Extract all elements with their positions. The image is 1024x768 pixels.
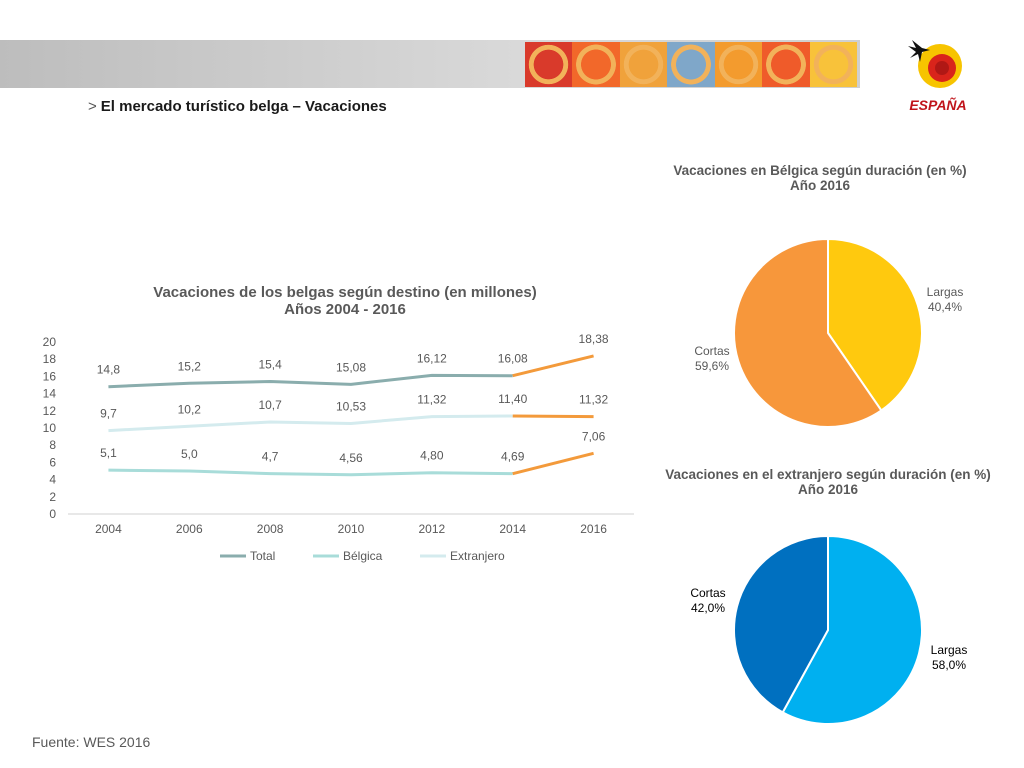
data-label: 15,4 <box>258 358 282 372</box>
data-label: 11,40 <box>498 392 527 406</box>
decorative-tiles <box>525 42 857 87</box>
series-line-extranjero <box>108 414 513 433</box>
series-projection-total <box>512 354 594 378</box>
source-note: Fuente: WES 2016 <box>32 734 151 750</box>
x-tick-label: 2004 <box>95 522 122 536</box>
series-line-total <box>108 373 513 389</box>
y-tick-label: 8 <box>49 438 56 452</box>
data-label: 18,38 <box>579 332 609 346</box>
pie-label-value: 42,0% <box>691 601 725 615</box>
pie-label-name: Cortas <box>690 586 725 600</box>
data-label: 4,56 <box>339 451 363 465</box>
data-label: 5,1 <box>100 446 117 460</box>
series-line-bélgica <box>108 468 513 477</box>
line-chart: 0 2 4 6 8 10 12 14 16 18 20 2004 2006 2008 2010 2012 201… <box>43 332 634 563</box>
title-arrow: > <box>88 98 97 115</box>
page-title-text: El mercado turístico belga – Vacaciones <box>100 98 387 115</box>
y-tick-label: 20 <box>43 335 57 349</box>
pie1-title: Vacaciones en Bélgica según duración (en… <box>673 163 967 178</box>
data-label: 4,69 <box>501 450 525 464</box>
pie-slice-largas <box>827 237 923 412</box>
data-label: 15,2 <box>178 359 202 373</box>
y-tick-label: 0 <box>49 507 56 521</box>
x-tick-label: 2006 <box>176 522 203 536</box>
pie2-title: Vacaciones en el extranjero según duraci… <box>665 467 991 482</box>
y-tick-label: 16 <box>43 369 57 383</box>
pie-label-value: 59,6% <box>695 359 729 373</box>
decorative-tile <box>714 42 763 87</box>
series-projection-extranjero <box>512 414 594 419</box>
line-chart-title: Vacaciones de los belgas según destino (… <box>153 284 537 301</box>
decorative-tile <box>762 42 810 87</box>
y-tick-label: 14 <box>43 387 57 401</box>
data-label: 5,0 <box>181 447 198 461</box>
pie-slice-cortas <box>733 237 883 428</box>
x-tick-label: 2014 <box>499 522 526 536</box>
pie-label-name: Largas <box>931 643 968 657</box>
x-tick-label: 2010 <box>338 522 365 536</box>
pie2-subtitle: Año 2016 <box>797 482 859 497</box>
data-label: 15,08 <box>336 360 366 374</box>
data-label: 11,32 <box>417 393 446 407</box>
line-chart-title-block: Vacaciones de los belgas según destino (… <box>100 284 590 318</box>
data-label: 16,12 <box>417 351 447 365</box>
pie-label-name: Cortas <box>694 344 729 358</box>
pie2-title-block: Vacaciones en el extranjero según duraci… <box>640 467 1016 497</box>
data-label: 14,8 <box>97 363 121 377</box>
pie-label-value: 40,4% <box>928 300 962 314</box>
pie1-subtitle: Año 2016 <box>789 178 851 193</box>
data-label: 7,06 <box>582 429 606 443</box>
legend-label: Bélgica <box>343 549 383 563</box>
data-label: 9,7 <box>100 407 117 421</box>
data-label: 11,32 <box>579 393 608 407</box>
pie-slice-cortas <box>733 534 829 714</box>
decorative-tile <box>525 42 573 87</box>
legend-label: Extranjero <box>450 549 505 563</box>
data-label: 16,08 <box>498 352 528 366</box>
y-tick-label: 12 <box>43 404 57 418</box>
spain-logo: ESPAÑA <box>908 40 967 113</box>
decorative-tile <box>572 42 620 87</box>
decorative-tile <box>667 42 715 87</box>
y-tick-label: 4 <box>49 473 56 487</box>
y-tick-label: 2 <box>49 490 56 504</box>
page-title: > El mercado turístico belga – Vacaciones <box>88 98 387 115</box>
data-label: 4,80 <box>420 449 444 463</box>
pie-label-name: Largas <box>927 285 964 299</box>
y-tick-label: 6 <box>49 455 56 469</box>
data-label: 10,2 <box>178 402 202 416</box>
decorative-tile <box>809 42 857 87</box>
pie-label-value: 58,0% <box>932 658 966 672</box>
data-label: 10,53 <box>336 399 366 413</box>
x-tick-label: 2016 <box>580 522 607 536</box>
logo-wordmark: ESPAÑA <box>909 96 966 113</box>
data-label: 4,7 <box>262 450 279 464</box>
decorative-tile <box>619 42 668 87</box>
data-label: 10,7 <box>258 398 282 412</box>
x-tick-label: 2008 <box>257 522 284 536</box>
series-projection-bélgica <box>512 451 594 476</box>
pie-slice-largas <box>781 534 923 725</box>
line-chart-subtitle: Años 2004 - 2016 <box>284 301 406 318</box>
y-tick-label: 10 <box>43 421 57 435</box>
pie1-title-block: Vacaciones en Bélgica según duración (en… <box>640 163 1000 193</box>
y-tick-label: 18 <box>43 352 57 366</box>
legend-label: Total <box>250 549 275 563</box>
x-tick-label: 2012 <box>419 522 446 536</box>
